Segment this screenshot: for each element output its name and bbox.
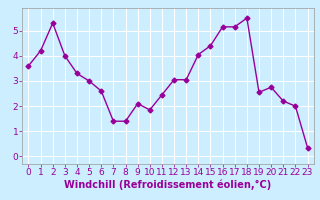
X-axis label: Windchill (Refroidissement éolien,°C): Windchill (Refroidissement éolien,°C)	[64, 180, 272, 190]
